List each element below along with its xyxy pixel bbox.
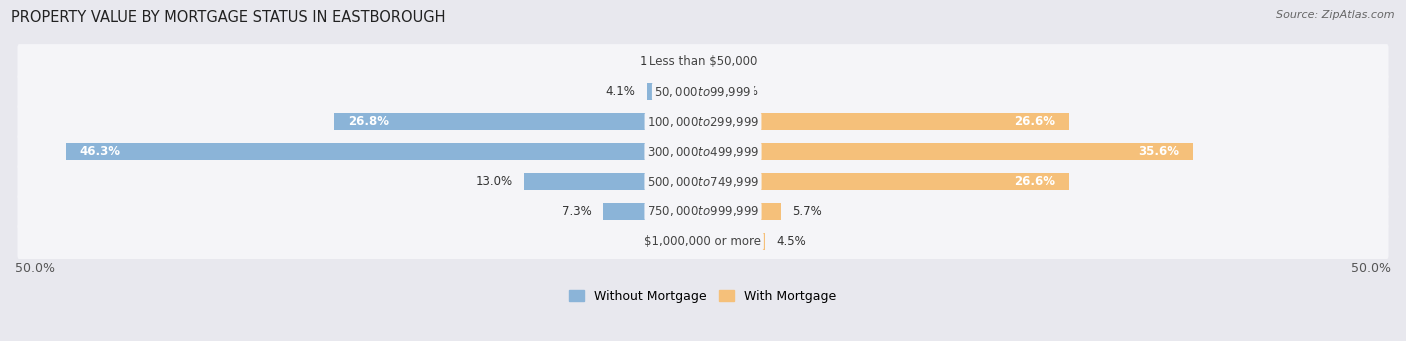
Text: $750,000 to $999,999: $750,000 to $999,999: [647, 205, 759, 219]
FancyBboxPatch shape: [17, 164, 1389, 199]
Bar: [66, 143, 703, 160]
Text: $50,000 to $99,999: $50,000 to $99,999: [654, 85, 752, 99]
Text: PROPERTY VALUE BY MORTGAGE STATUS IN EASTBOROUGH: PROPERTY VALUE BY MORTGAGE STATUS IN EAS…: [11, 10, 446, 25]
Legend: Without Mortgage, With Mortgage: Without Mortgage, With Mortgage: [569, 290, 837, 303]
Text: $500,000 to $749,999: $500,000 to $749,999: [647, 175, 759, 189]
Text: 0.0%: 0.0%: [714, 55, 744, 68]
Text: 5.7%: 5.7%: [793, 205, 823, 218]
Text: 35.6%: 35.6%: [1137, 145, 1180, 158]
Bar: [647, 83, 703, 100]
FancyBboxPatch shape: [17, 44, 1389, 79]
Bar: [681, 53, 703, 71]
Text: 26.6%: 26.6%: [1014, 175, 1056, 188]
FancyBboxPatch shape: [17, 104, 1389, 139]
Text: 26.8%: 26.8%: [349, 115, 389, 128]
Text: Source: ZipAtlas.com: Source: ZipAtlas.com: [1277, 10, 1395, 20]
FancyBboxPatch shape: [17, 224, 1389, 259]
Text: 1.6%: 1.6%: [640, 55, 671, 68]
Bar: [524, 173, 703, 190]
Bar: [703, 143, 1192, 160]
Bar: [335, 113, 703, 130]
Bar: [692, 233, 703, 250]
FancyBboxPatch shape: [17, 74, 1389, 109]
Text: 0.81%: 0.81%: [644, 235, 681, 248]
Text: 13.0%: 13.0%: [477, 175, 513, 188]
FancyBboxPatch shape: [17, 134, 1389, 169]
Text: 1.1%: 1.1%: [730, 85, 759, 98]
Bar: [703, 233, 765, 250]
Text: 7.3%: 7.3%: [562, 205, 592, 218]
Text: $100,000 to $299,999: $100,000 to $299,999: [647, 115, 759, 129]
Text: $300,000 to $499,999: $300,000 to $499,999: [647, 145, 759, 159]
Bar: [703, 173, 1069, 190]
FancyBboxPatch shape: [17, 194, 1389, 229]
Bar: [703, 83, 718, 100]
Text: 4.5%: 4.5%: [776, 235, 806, 248]
Text: $1,000,000 or more: $1,000,000 or more: [644, 235, 762, 248]
Text: 4.1%: 4.1%: [606, 85, 636, 98]
Text: 26.6%: 26.6%: [1014, 115, 1056, 128]
Bar: [703, 113, 1069, 130]
Bar: [603, 203, 703, 220]
Text: 50.0%: 50.0%: [1351, 262, 1391, 275]
Text: Less than $50,000: Less than $50,000: [648, 55, 758, 68]
Bar: [703, 203, 782, 220]
Text: 46.3%: 46.3%: [80, 145, 121, 158]
Text: 50.0%: 50.0%: [15, 262, 55, 275]
